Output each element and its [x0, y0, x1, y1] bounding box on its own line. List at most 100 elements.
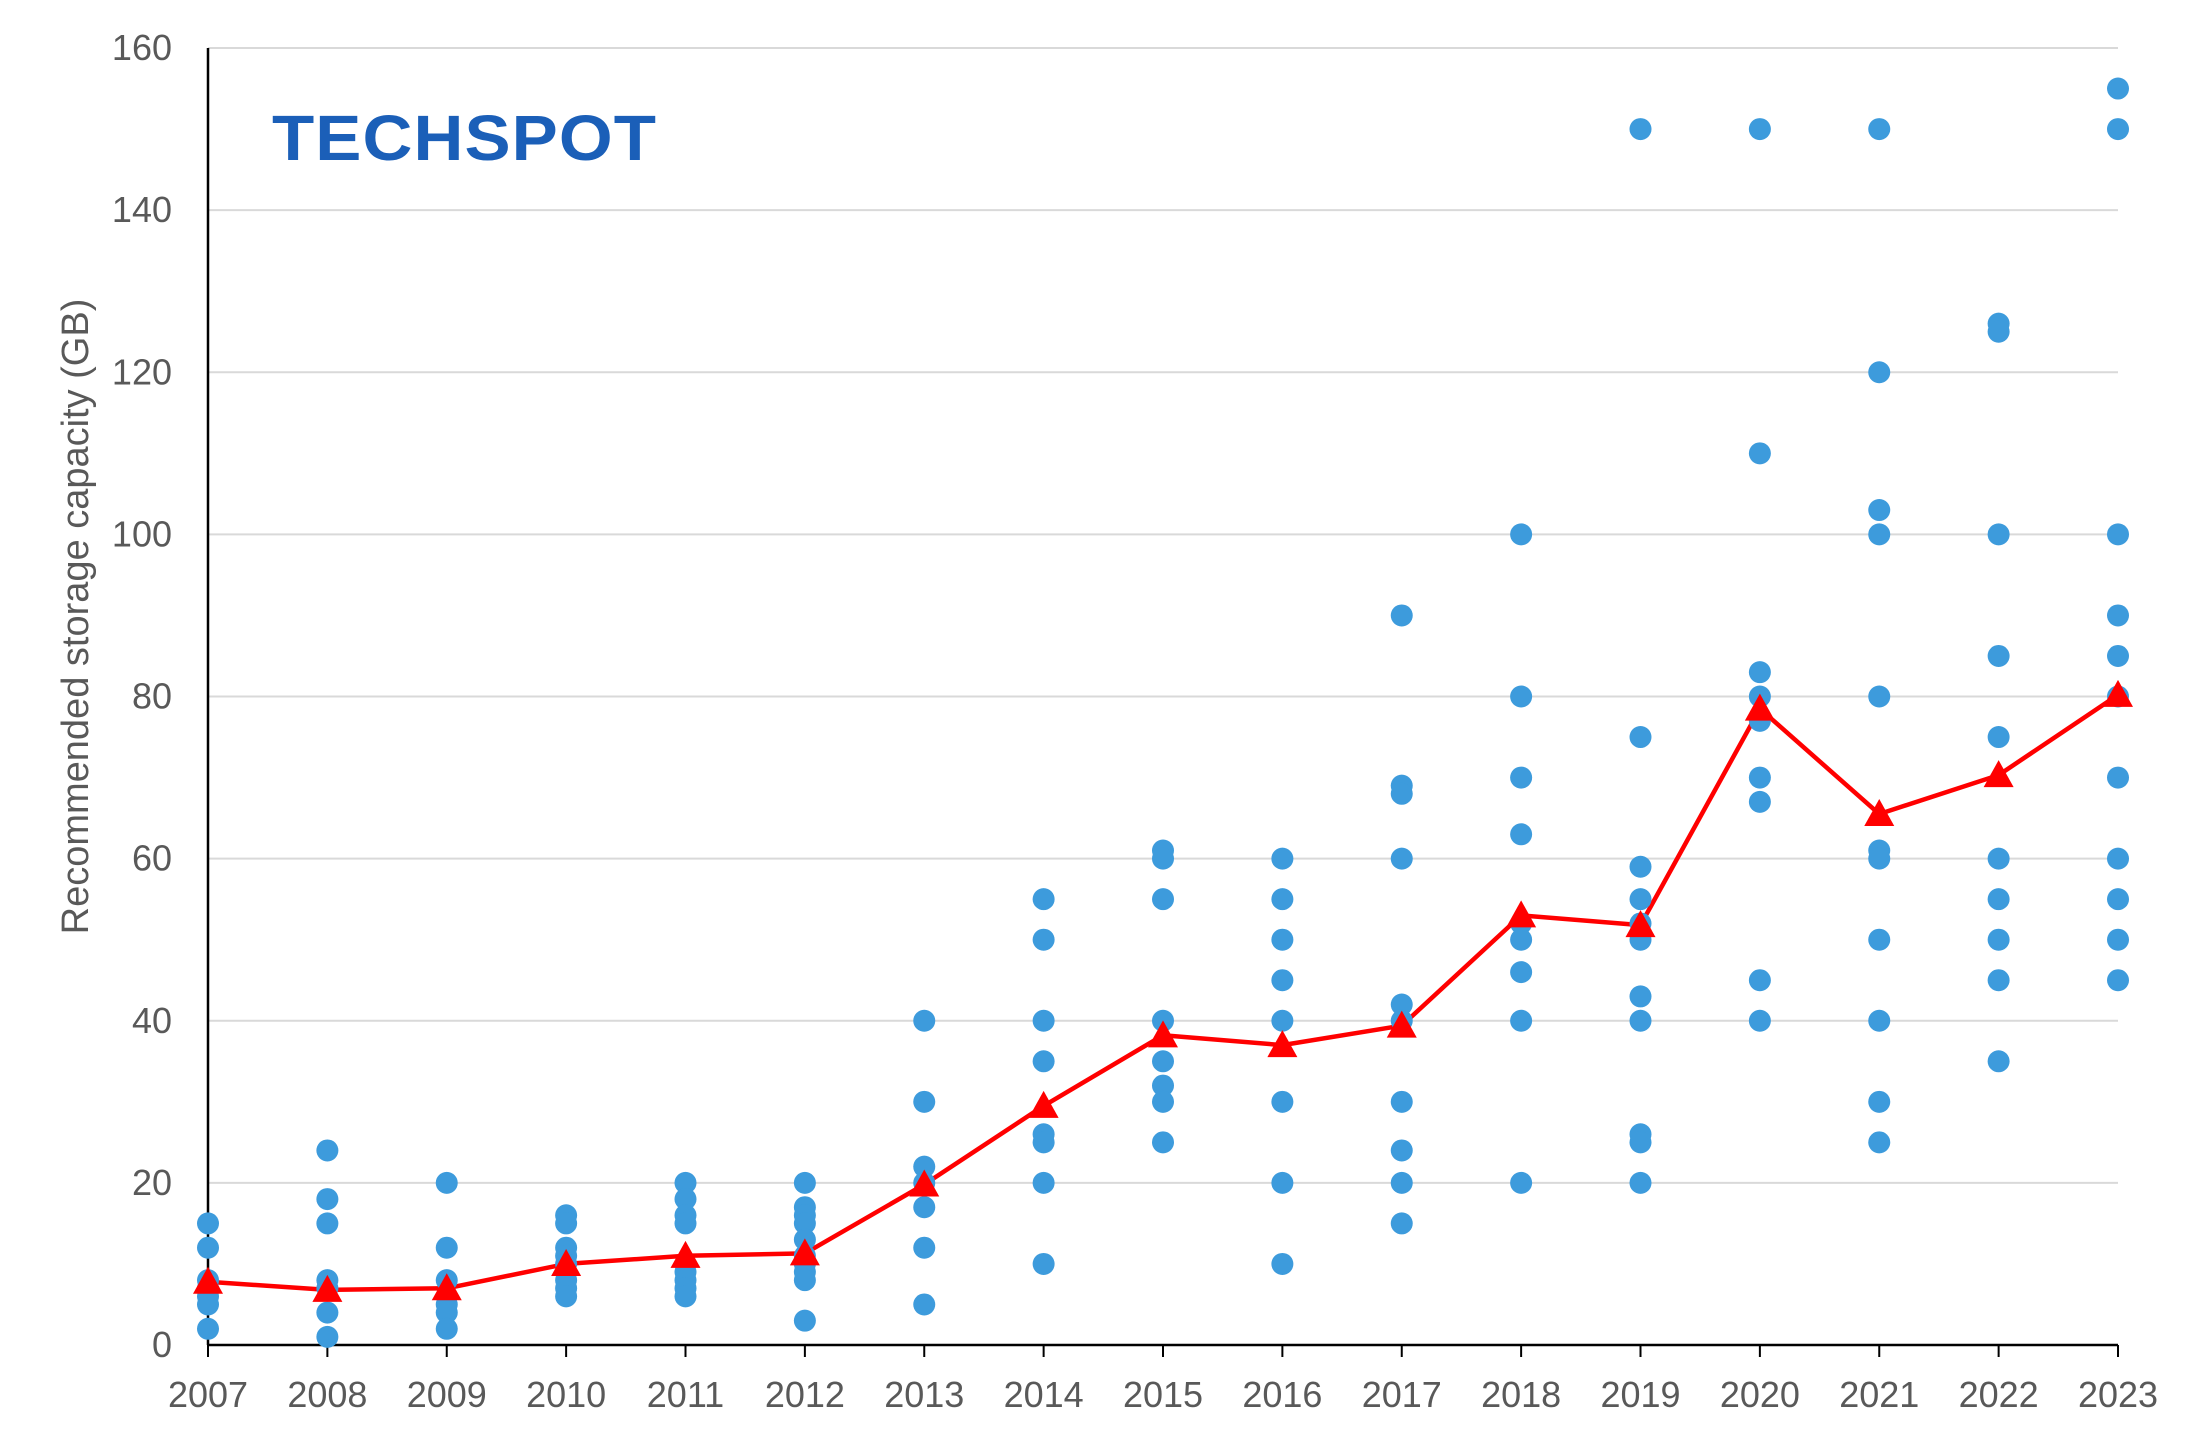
x-tick-label: 2017 [1362, 1374, 1442, 1415]
data-point [1390, 993, 1413, 1016]
average-marker [1744, 693, 1775, 721]
data-point [316, 1188, 339, 1211]
data-point [1271, 1009, 1294, 1032]
data-point [1629, 1171, 1652, 1194]
data-point [1629, 855, 1652, 878]
data-point [793, 1269, 816, 1292]
data-point [1629, 726, 1652, 749]
data-point [1987, 644, 2010, 667]
x-tick-label: 2016 [1242, 1374, 1322, 1415]
data-point [1868, 1090, 1891, 1113]
average-marker [551, 1248, 582, 1276]
data-point [1748, 1009, 1771, 1032]
data-point [2107, 523, 2129, 546]
data-point [1271, 969, 1294, 992]
average-marker [1506, 900, 1537, 928]
data-point [197, 1293, 219, 1316]
data-point [1271, 847, 1294, 870]
data-point [1868, 1131, 1891, 1154]
data-point [1510, 928, 1533, 951]
y-tick-label: 60 [132, 838, 172, 879]
data-point [435, 1317, 458, 1340]
data-point [1748, 790, 1771, 813]
data-point [1510, 1171, 1533, 1194]
x-tick-labels: 2007 2008 2009 2010 2011 2012 2013 2014 2015 2016… [168, 1374, 2158, 1415]
data-point [1390, 782, 1413, 805]
data-point [674, 1212, 697, 1235]
x-tick-label: 2008 [287, 1374, 367, 1415]
data-point [913, 1236, 936, 1259]
data-point [1152, 1050, 1174, 1073]
data-point [1271, 1090, 1294, 1113]
data-point [1987, 523, 2010, 546]
data-point [1629, 118, 1652, 141]
data-point [2107, 969, 2129, 992]
data-point [1510, 766, 1533, 789]
data-point [1390, 1212, 1413, 1235]
data-point [913, 1090, 936, 1113]
x-tick-label: 2023 [2078, 1374, 2158, 1415]
data-point [1032, 1050, 1055, 1073]
data-point [1032, 1252, 1055, 1275]
data-point [1987, 320, 2010, 343]
data-point [1152, 1090, 1174, 1113]
x-tick-label: 2013 [884, 1374, 964, 1415]
data-point [1152, 888, 1174, 911]
data-point [793, 1309, 816, 1332]
x-tick-label: 2011 [647, 1374, 724, 1415]
data-point [1510, 1009, 1533, 1032]
data-point [1868, 847, 1891, 870]
data-point [1629, 985, 1652, 1008]
data-point [1748, 118, 1771, 141]
data-point [1390, 1171, 1413, 1194]
data-points [197, 77, 2129, 1348]
data-point [1152, 1131, 1174, 1154]
y-tick-label: 160 [112, 27, 172, 68]
data-point [1868, 361, 1891, 384]
data-point [913, 1009, 936, 1032]
average-marker [909, 1169, 940, 1197]
data-point [2107, 847, 2129, 870]
data-point [1032, 888, 1055, 911]
data-point [1629, 888, 1652, 911]
y-tick-label: 120 [112, 351, 172, 392]
data-point [913, 1293, 936, 1316]
data-point [1748, 442, 1771, 465]
data-point [1987, 1050, 2010, 1073]
x-tick-label: 2018 [1481, 1374, 1561, 1415]
data-point [555, 1212, 578, 1235]
data-point [1271, 928, 1294, 951]
data-point [1510, 685, 1533, 708]
data-point [1748, 661, 1771, 684]
y-tick-label: 100 [112, 513, 172, 554]
average-markers [193, 679, 2133, 1302]
data-point [793, 1171, 816, 1194]
data-point [1510, 523, 1533, 546]
data-point [913, 1155, 936, 1178]
data-point [1987, 847, 2010, 870]
data-point [555, 1285, 578, 1308]
data-point [435, 1171, 458, 1194]
x-tick-label: 2021 [1839, 1374, 1919, 1415]
data-point [2107, 766, 2129, 789]
average-marker [2103, 679, 2133, 707]
data-point [1032, 928, 1055, 951]
x-tick-label: 2014 [1004, 1374, 1084, 1415]
x-tick-label: 2010 [526, 1374, 606, 1415]
y-axis-title: Recommended storage capacity (GB) [55, 299, 97, 935]
y-tick-label: 0 [152, 1324, 172, 1365]
data-point [1629, 1131, 1652, 1154]
data-point [1032, 1131, 1055, 1154]
y-tick-label: 40 [132, 1000, 172, 1041]
data-point [913, 1196, 936, 1219]
data-point [1271, 1252, 1294, 1275]
data-point [674, 1285, 697, 1308]
data-point [1868, 928, 1891, 951]
x-tick-label: 2015 [1123, 1374, 1203, 1415]
y-tick-label: 20 [132, 1162, 172, 1203]
data-point [793, 1212, 816, 1235]
data-point [2107, 604, 2129, 627]
average-marker [431, 1273, 462, 1301]
y-tick-label: 140 [112, 189, 172, 230]
data-point [197, 1212, 219, 1235]
